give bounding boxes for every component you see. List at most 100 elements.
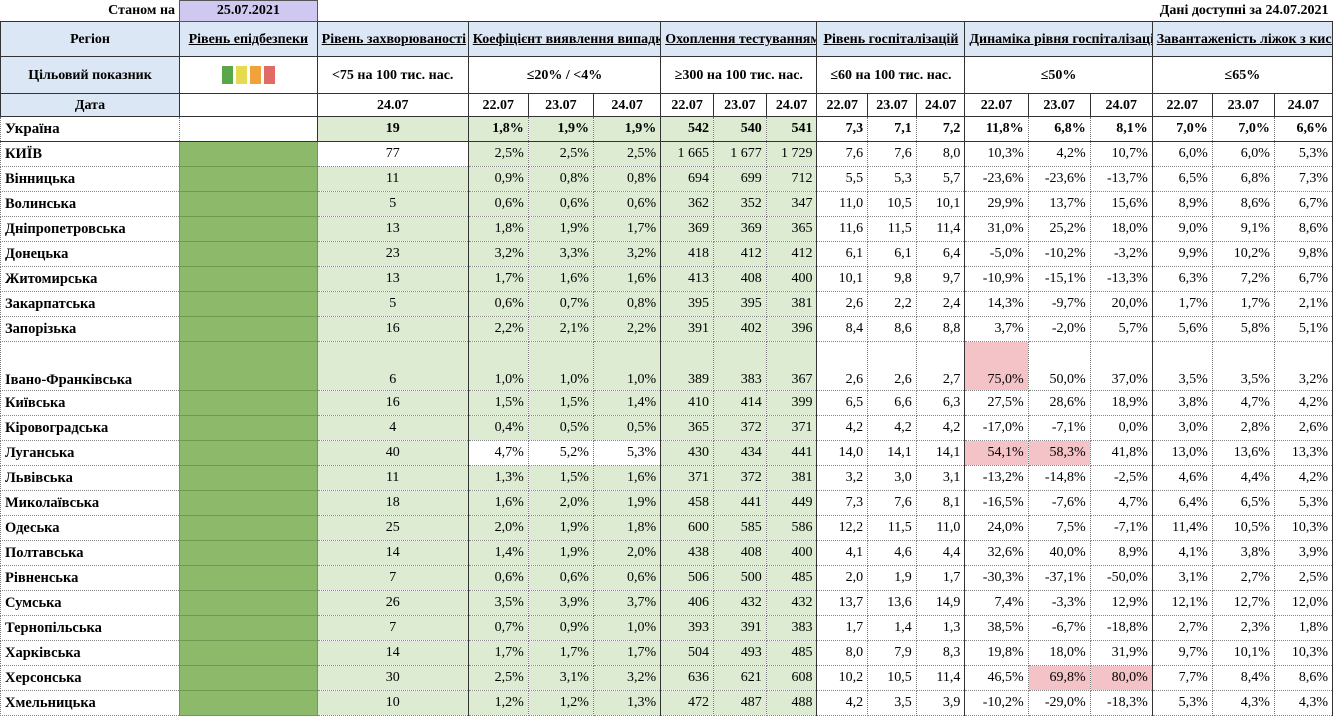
hosp-dynamics-value: 11,8%	[964, 116, 1029, 142]
epi-level-cell	[179, 440, 318, 466]
red-level-square	[263, 66, 275, 84]
incidence-value: 77	[316, 141, 469, 167]
date-oxy-1: 22.07	[1151, 93, 1213, 117]
table-row: Львівська 11 1,3% 1,5% 1,6% 371 372 381 3,2 3,0 3,…	[0, 465, 1334, 491]
oxygen-beds-value: 2,8%	[1211, 415, 1275, 441]
incidence-value: 4	[316, 415, 469, 441]
epi-level-cell	[179, 540, 318, 566]
hospitalization-value: 9,8	[867, 266, 917, 292]
testing-value: 372	[712, 415, 767, 441]
oxygen-beds-value: 3,9%	[1273, 540, 1334, 566]
region-name: Закарпатська	[0, 291, 181, 317]
date-hosp-2: 23.07	[867, 93, 917, 117]
oxygen-beds-value: 6,7%	[1273, 191, 1334, 217]
detection-value: 0,5%	[527, 415, 594, 441]
testing-value: 600	[660, 515, 714, 541]
date-test-3: 24.07	[765, 93, 818, 117]
oxygen-beds-value: 12,0%	[1273, 590, 1334, 616]
oxygen-beds-value: 7,7%	[1151, 665, 1213, 691]
hospitalization-value: 2,6	[816, 291, 869, 317]
testing-value: 369	[660, 216, 714, 242]
incidence-value: 5	[316, 191, 469, 217]
col-hospitalization-header: Рівень госпіталізацій	[816, 21, 966, 57]
table-row: Вінницька 11 0,9% 0,8% 0,8% 694 699 712 5,5 5,3 5,…	[0, 166, 1334, 192]
table-row: Харківська 14 1,7% 1,7% 1,7% 504 493 485 8,0 7,9 8…	[0, 640, 1334, 666]
date-det-2: 23.07	[527, 93, 594, 117]
testing-value: 352	[712, 191, 767, 217]
incidence-value: 16	[316, 316, 469, 342]
oxygen-beds-value: 3,8%	[1211, 540, 1275, 566]
oxygen-beds-value: 7,0%	[1211, 116, 1275, 142]
hosp-dynamics-value: 18,0%	[1027, 640, 1091, 666]
hospitalization-value: 11,5	[867, 216, 917, 242]
oxygen-beds-value: 4,4%	[1211, 465, 1275, 491]
incidence-value: 11	[316, 166, 469, 192]
date-dyn-1: 22.07	[964, 93, 1029, 117]
testing-value: 365	[660, 415, 714, 441]
detection-value: 1,4%	[592, 390, 662, 416]
hosp-dynamics-value: 29,9%	[964, 191, 1029, 217]
hosp-dynamics-value: -18,3%	[1089, 690, 1153, 716]
hospitalization-value: 7,3	[816, 116, 869, 142]
hospitalization-value: 6,4	[915, 241, 966, 267]
table-row: Сумська 26 3,5% 3,9% 3,7% 406 432 432 13,7 13,6 14…	[0, 590, 1334, 616]
oxygen-beds-value: 1,7%	[1211, 291, 1275, 317]
oxygen-beds-value: 3,0%	[1151, 415, 1213, 441]
region-name: Житомирська	[0, 266, 181, 292]
detection-value: 1,2%	[527, 690, 594, 716]
col-testing-header: Охоплення тестуванням	[660, 21, 818, 57]
hospitalization-value: 2,6	[867, 341, 917, 391]
table-row: Дніпропетровська 13 1,8% 1,9% 1,7% 369 369 365 1…	[0, 216, 1334, 242]
testing-value: 1 677	[712, 141, 767, 167]
testing-value: 367	[765, 341, 818, 391]
hosp-dynamics-value: 38,5%	[964, 615, 1029, 641]
hospitalization-value: 2,7	[915, 341, 966, 391]
testing-value: 586	[765, 515, 818, 541]
hosp-dynamics-value: 15,6%	[1089, 191, 1153, 217]
hospitalization-value: 4,1	[816, 540, 869, 566]
region-name: Україна	[0, 116, 181, 142]
oxygen-beds-value: 4,3%	[1211, 690, 1275, 716]
hospitalization-value: 8,3	[915, 640, 966, 666]
testing-value: 371	[765, 415, 818, 441]
table-row: Одеська 25 2,0% 1,9% 1,8% 600 585 586 12,2 11,5 11…	[0, 515, 1334, 541]
oxygen-beds-value: 9,8%	[1273, 241, 1334, 267]
table-row: Луганська 40 4,7% 5,2% 5,3% 430 434 441 14,0 14,1…	[0, 440, 1334, 466]
col-epi-level-header: Рівень епідбезпеки	[179, 21, 318, 57]
detection-value: 1,8%	[467, 116, 529, 142]
epi-level-cell	[179, 141, 318, 167]
oxygen-beds-value: 5,8%	[1211, 316, 1275, 342]
oxygen-beds-value: 3,5%	[1211, 341, 1275, 391]
table-row: Україна 19 1,8% 1,9% 1,9% 542 540 541 7,3 7,1 7,2 1…	[0, 116, 1334, 142]
oxygen-beds-value: 11,4%	[1151, 515, 1213, 541]
testing-value: 500	[712, 565, 767, 591]
oxygen-beds-value: 8,6%	[1273, 216, 1334, 242]
testing-value: 365	[765, 216, 818, 242]
detection-value: 0,6%	[467, 191, 529, 217]
hosp-dynamics-value: -6,7%	[1027, 615, 1091, 641]
detection-value: 2,2%	[467, 316, 529, 342]
epi-level-cell	[179, 390, 318, 416]
hospitalization-value: 5,5	[816, 166, 869, 192]
hospitalization-value: 10,2	[816, 665, 869, 691]
detection-value: 1,6%	[592, 465, 662, 491]
hosp-dynamics-value: 37,0%	[1089, 341, 1153, 391]
region-name: Харківська	[0, 640, 181, 666]
hospitalization-value: 14,1	[867, 440, 917, 466]
hospitalization-value: 6,3	[915, 390, 966, 416]
region-name: Дніпропетровська	[0, 216, 181, 242]
hospitalization-value: 4,6	[867, 540, 917, 566]
detection-value: 1,7%	[527, 640, 594, 666]
oxygen-beds-value: 8,6%	[1211, 191, 1275, 217]
testing-value: 414	[712, 390, 767, 416]
incidence-value: 40	[316, 440, 469, 466]
oxygen-beds-value: 9,9%	[1151, 241, 1213, 267]
testing-value: 383	[765, 615, 818, 641]
oxygen-beds-value: 6,7%	[1273, 266, 1334, 292]
hosp-dynamics-value: 19,8%	[964, 640, 1029, 666]
oxygen-beds-value: 2,1%	[1273, 291, 1334, 317]
oxygen-beds-value: 6,5%	[1151, 166, 1213, 192]
oxygen-beds-value: 10,1%	[1211, 640, 1275, 666]
detection-value: 1,0%	[527, 341, 594, 391]
hospitalization-value: 6,6	[867, 390, 917, 416]
